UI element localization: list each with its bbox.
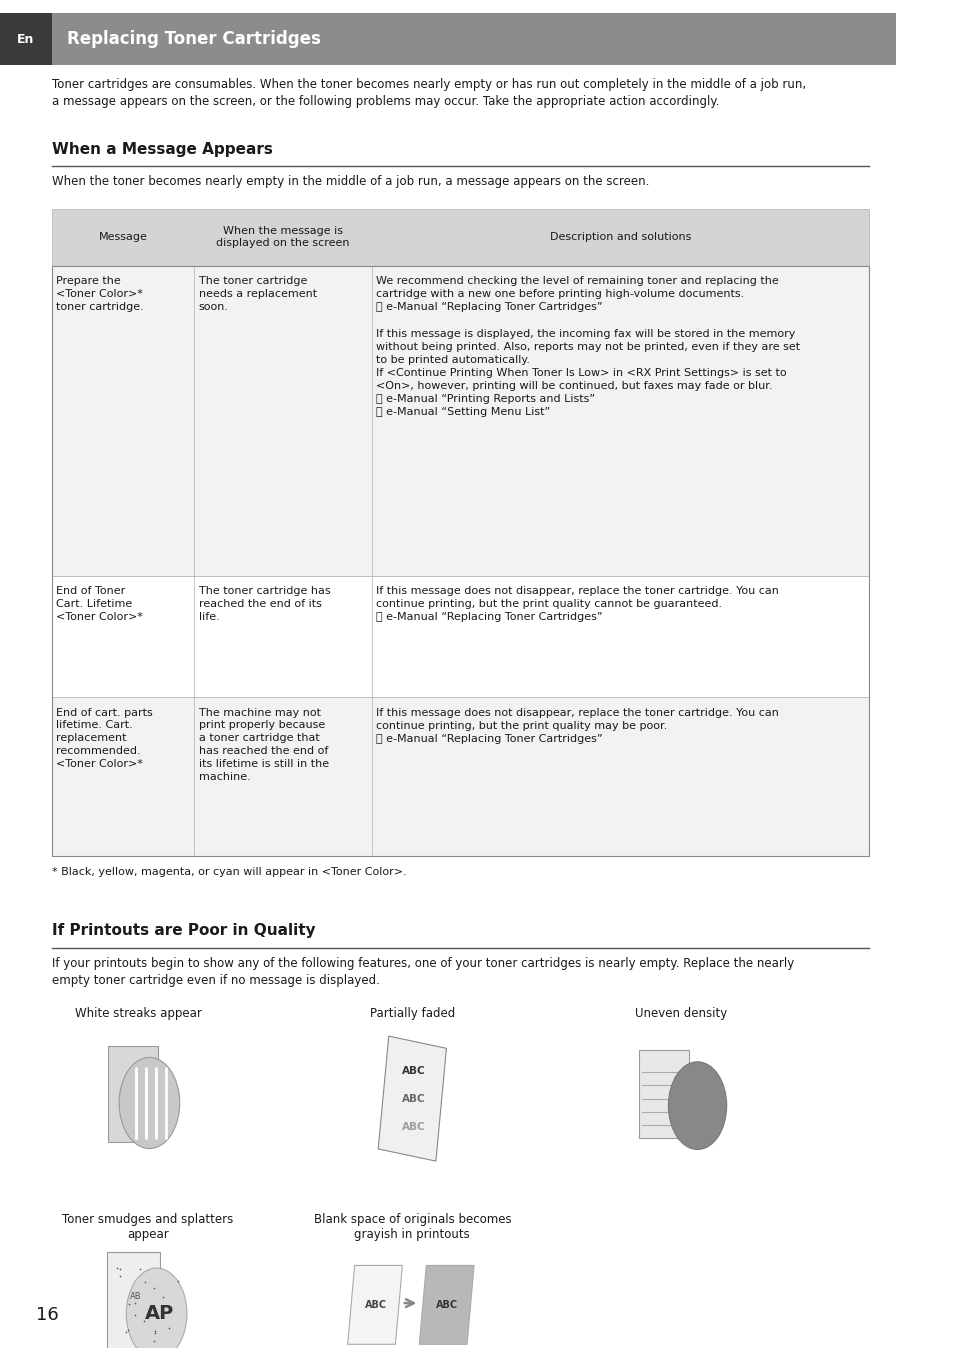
Text: AB: AB [131, 1291, 142, 1301]
Text: Partially faded: Partially faded [370, 1007, 455, 1020]
Text: We recommend checking the level of remaining toner and replacing the
cartridge w: We recommend checking the level of remai… [375, 276, 800, 417]
Text: Replacing Toner Cartridges: Replacing Toner Cartridges [67, 30, 321, 49]
Text: Prepare the
<Toner Color>*
toner cartridge.: Prepare the <Toner Color>* toner cartrid… [56, 276, 144, 311]
Text: Toner cartridges are consumables. When the toner becomes nearly empty or has run: Toner cartridges are consumables. When t… [51, 78, 805, 108]
Text: ABC: ABC [364, 1299, 386, 1310]
Polygon shape [419, 1266, 474, 1344]
Text: When the message is
displayed on the screen: When the message is displayed on the scr… [216, 226, 350, 248]
Text: If your printouts begin to show any of the following features, one of your toner: If your printouts begin to show any of t… [51, 957, 794, 987]
Text: The toner cartridge has
reached the end of its
life.: The toner cartridge has reached the end … [198, 586, 330, 621]
FancyBboxPatch shape [51, 209, 868, 266]
FancyBboxPatch shape [639, 1050, 688, 1138]
Text: When a Message Appears: When a Message Appears [51, 142, 273, 156]
FancyBboxPatch shape [51, 266, 868, 576]
Text: ABC: ABC [401, 1065, 425, 1076]
Text: End of cart. parts
lifetime. Cart.
replacement
recommended.
<Toner Color>*: End of cart. parts lifetime. Cart. repla… [56, 708, 153, 768]
Text: If this message does not disappear, replace the toner cartridge. You can
continu: If this message does not disappear, repl… [375, 586, 779, 623]
Text: Uneven density: Uneven density [635, 1007, 726, 1020]
FancyBboxPatch shape [107, 1252, 159, 1348]
Circle shape [126, 1268, 187, 1348]
Text: Message: Message [98, 232, 148, 243]
FancyBboxPatch shape [109, 1046, 157, 1143]
Circle shape [668, 1062, 726, 1150]
Polygon shape [347, 1266, 402, 1344]
FancyBboxPatch shape [0, 13, 51, 65]
Text: The machine may not
print properly because
a toner cartridge that
has reached th: The machine may not print properly becau… [198, 708, 329, 782]
Text: ABC: ABC [436, 1299, 457, 1310]
Text: White streaks appear: White streaks appear [75, 1007, 202, 1020]
Text: Toner smudges and splatters
appear: Toner smudges and splatters appear [62, 1213, 233, 1242]
Text: * Black, yellow, magenta, or cyan will appear in <Toner Color>.: * Black, yellow, magenta, or cyan will a… [51, 867, 406, 876]
Text: The toner cartridge
needs a replacement
soon.: The toner cartridge needs a replacement … [198, 276, 316, 311]
Polygon shape [377, 1037, 446, 1161]
Text: If Printouts are Poor in Quality: If Printouts are Poor in Quality [51, 923, 315, 938]
Text: 16: 16 [36, 1306, 58, 1324]
Text: End of Toner
Cart. Lifetime
<Toner Color>*: End of Toner Cart. Lifetime <Toner Color… [56, 586, 143, 621]
Text: AP: AP [145, 1304, 174, 1324]
Text: ABC: ABC [401, 1093, 425, 1104]
Text: If this message does not disappear, replace the toner cartridge. You can
continu: If this message does not disappear, repl… [375, 708, 779, 744]
FancyBboxPatch shape [51, 697, 868, 856]
Text: Blank space of originals becomes
grayish in printouts: Blank space of originals becomes grayish… [314, 1213, 511, 1242]
Text: When the toner becomes nearly empty in the middle of a job run, a message appear: When the toner becomes nearly empty in t… [51, 175, 649, 189]
Text: ABC: ABC [401, 1122, 425, 1132]
FancyBboxPatch shape [51, 576, 868, 697]
Text: En: En [17, 32, 34, 46]
Circle shape [119, 1057, 179, 1148]
FancyBboxPatch shape [51, 13, 896, 65]
Text: Description and solutions: Description and solutions [549, 232, 691, 243]
